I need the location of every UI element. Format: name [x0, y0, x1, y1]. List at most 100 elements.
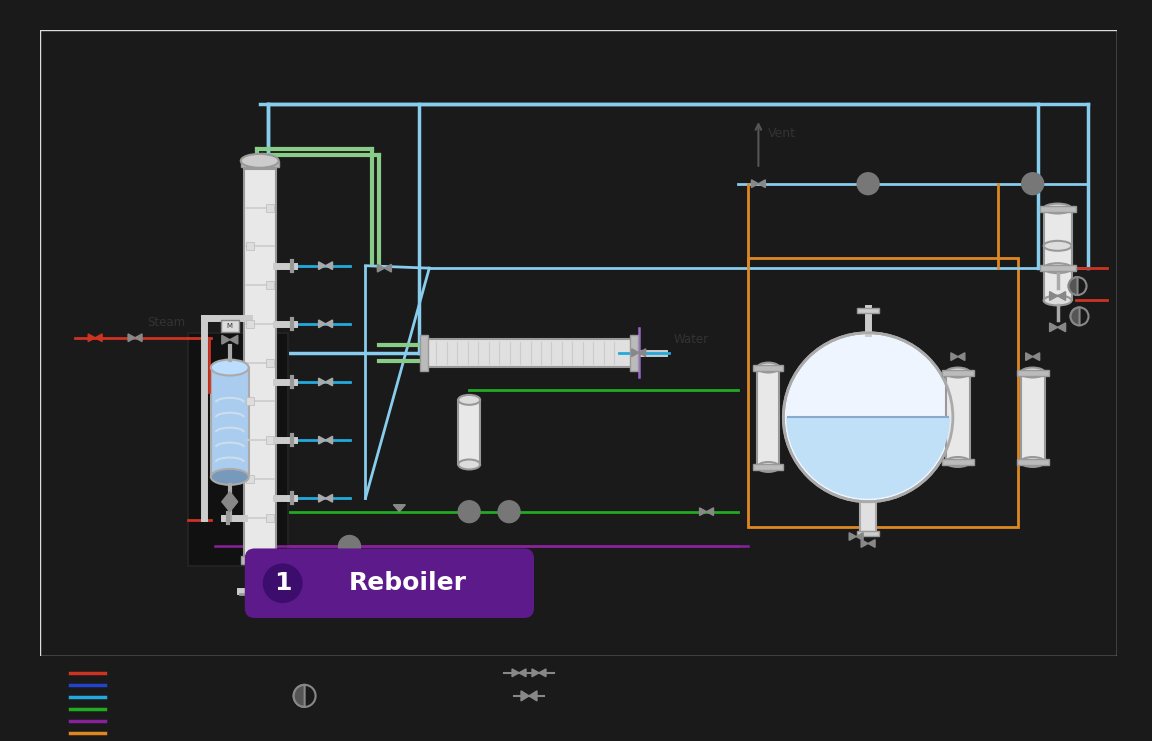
Polygon shape — [699, 508, 706, 516]
Bar — [420, 335, 429, 370]
Ellipse shape — [241, 154, 279, 167]
Polygon shape — [1032, 353, 1039, 360]
Polygon shape — [326, 378, 333, 386]
Polygon shape — [520, 669, 526, 677]
Bar — [241, 556, 279, 565]
Bar — [861, 502, 876, 531]
Bar — [1044, 246, 1071, 300]
Wedge shape — [294, 685, 304, 707]
Bar — [188, 333, 288, 566]
Polygon shape — [1049, 292, 1058, 300]
Polygon shape — [326, 494, 333, 502]
Circle shape — [857, 173, 879, 195]
Ellipse shape — [946, 368, 970, 377]
Ellipse shape — [1021, 368, 1045, 377]
Wedge shape — [1069, 277, 1077, 295]
Bar — [245, 475, 253, 483]
Circle shape — [498, 501, 520, 522]
Ellipse shape — [1044, 296, 1071, 305]
Polygon shape — [638, 349, 646, 356]
Text: 1: 1 — [274, 571, 291, 595]
Circle shape — [1022, 173, 1044, 195]
Ellipse shape — [458, 395, 480, 405]
Ellipse shape — [1021, 457, 1045, 467]
Polygon shape — [849, 533, 856, 540]
Polygon shape — [751, 180, 758, 187]
Polygon shape — [319, 320, 326, 328]
Bar — [757, 368, 780, 467]
Polygon shape — [229, 336, 237, 344]
Wedge shape — [1070, 308, 1079, 325]
Polygon shape — [529, 691, 537, 701]
Ellipse shape — [211, 359, 249, 376]
Polygon shape — [319, 378, 326, 386]
Bar — [458, 400, 480, 465]
Circle shape — [339, 536, 361, 557]
Ellipse shape — [211, 469, 249, 485]
Polygon shape — [128, 334, 135, 342]
Ellipse shape — [757, 362, 780, 373]
Polygon shape — [135, 334, 142, 342]
Polygon shape — [1025, 353, 1032, 360]
Bar — [424, 339, 634, 367]
Polygon shape — [539, 669, 546, 677]
Text: Reboiler: Reboiler — [348, 571, 467, 595]
Polygon shape — [869, 539, 876, 548]
Polygon shape — [319, 436, 326, 444]
Polygon shape — [222, 336, 229, 344]
Ellipse shape — [1044, 263, 1071, 273]
Polygon shape — [326, 436, 333, 444]
Bar — [211, 368, 249, 477]
Text: Water: Water — [674, 333, 708, 346]
Bar — [1021, 373, 1045, 462]
Bar — [1039, 205, 1076, 211]
Polygon shape — [326, 262, 333, 270]
Polygon shape — [1049, 323, 1058, 332]
Ellipse shape — [1044, 241, 1071, 250]
Bar — [857, 308, 879, 313]
Polygon shape — [511, 669, 520, 677]
Circle shape — [458, 501, 480, 522]
Text: Steam: Steam — [147, 316, 185, 329]
Polygon shape — [758, 180, 765, 187]
Polygon shape — [957, 353, 965, 360]
Polygon shape — [378, 265, 385, 272]
Text: M: M — [227, 323, 233, 329]
Bar — [245, 397, 253, 405]
FancyBboxPatch shape — [244, 548, 535, 618]
Polygon shape — [950, 353, 957, 360]
Bar — [266, 281, 274, 289]
Polygon shape — [222, 502, 237, 512]
Bar — [266, 436, 274, 444]
Ellipse shape — [757, 462, 780, 472]
Polygon shape — [862, 539, 869, 548]
Bar — [266, 514, 274, 522]
Polygon shape — [319, 262, 326, 270]
Bar — [753, 464, 783, 470]
Polygon shape — [631, 349, 638, 356]
Polygon shape — [222, 492, 237, 502]
Bar — [245, 320, 253, 328]
Polygon shape — [385, 265, 392, 272]
Polygon shape — [1058, 323, 1066, 332]
Bar — [241, 161, 279, 167]
Bar — [1039, 265, 1076, 271]
Ellipse shape — [946, 457, 970, 467]
Bar — [266, 359, 274, 367]
Polygon shape — [96, 334, 103, 342]
Ellipse shape — [1044, 204, 1071, 213]
Polygon shape — [706, 508, 713, 516]
Wedge shape — [787, 417, 950, 499]
Bar — [942, 370, 973, 376]
Bar — [221, 320, 238, 332]
Polygon shape — [319, 494, 326, 502]
Bar — [753, 365, 783, 370]
Bar — [1017, 370, 1048, 376]
Polygon shape — [393, 505, 406, 512]
Bar — [244, 169, 275, 556]
Circle shape — [783, 333, 953, 502]
Bar — [749, 258, 1017, 527]
Polygon shape — [856, 533, 863, 540]
Polygon shape — [521, 691, 529, 701]
Circle shape — [263, 563, 303, 603]
